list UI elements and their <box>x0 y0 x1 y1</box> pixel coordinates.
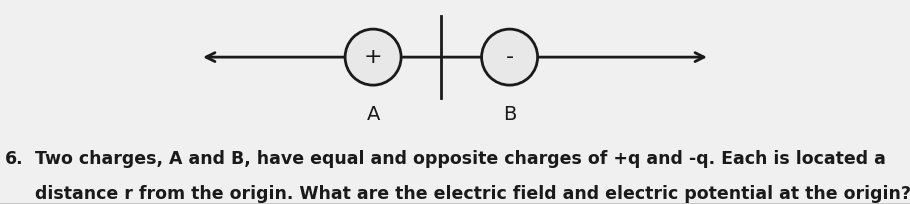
Text: 6.: 6. <box>5 150 24 168</box>
Text: +: + <box>364 47 382 67</box>
Ellipse shape <box>345 29 401 85</box>
Text: Two charges, A and B, have equal and opposite charges of +q and -q. Each is loca: Two charges, A and B, have equal and opp… <box>35 150 885 168</box>
Text: A: A <box>367 105 379 124</box>
Ellipse shape <box>481 29 538 85</box>
Text: B: B <box>503 105 516 124</box>
Text: distance r from the origin. What are the electric field and electric potential a: distance r from the origin. What are the… <box>35 185 910 203</box>
Text: -: - <box>506 47 513 67</box>
